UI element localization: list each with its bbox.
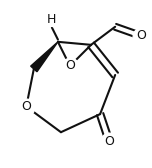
Polygon shape bbox=[31, 42, 58, 72]
Text: H: H bbox=[47, 13, 57, 26]
Text: O: O bbox=[65, 59, 75, 72]
Text: O: O bbox=[104, 135, 114, 148]
Text: O: O bbox=[21, 100, 31, 113]
Text: O: O bbox=[136, 29, 146, 42]
